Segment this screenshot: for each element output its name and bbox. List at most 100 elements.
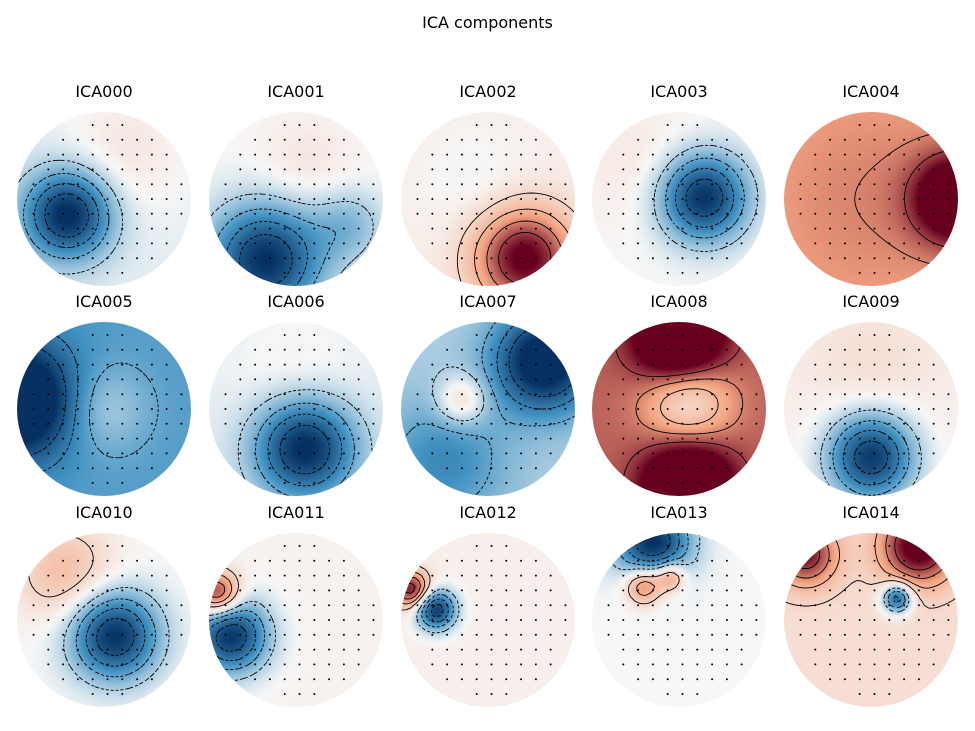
sensor-dot [917, 408, 920, 410]
sensor-dot [446, 198, 449, 200]
sensor-dot [165, 198, 168, 200]
sensor-dot [136, 559, 139, 562]
contour-line [456, 192, 575, 286]
sensor-dot [446, 467, 449, 470]
sensor-dot [283, 393, 286, 396]
sensor-dot [298, 378, 301, 381]
sensor-dot [490, 334, 493, 336]
sensor-dot [313, 481, 316, 484]
sensor-dot [150, 574, 153, 577]
sensor-markers [607, 545, 758, 695]
sensor-dot [903, 452, 906, 455]
sensor-dot [917, 153, 920, 156]
sensor-dot [254, 422, 257, 425]
sensor-dot [903, 559, 906, 562]
sensor-dot [843, 212, 846, 215]
sensor-dot [534, 183, 537, 186]
sensor-dot [475, 183, 478, 186]
sensor-dot [313, 574, 316, 577]
sensor-dot [150, 348, 153, 351]
sensor-dot [460, 574, 463, 577]
sensor-dot [268, 633, 271, 636]
topomap-heatmap [592, 322, 766, 496]
topomap-contours [854, 131, 958, 267]
sensor-dot [651, 198, 654, 200]
sensor-dot [165, 168, 168, 171]
sensor-dot [475, 271, 478, 274]
sensor-dot [446, 408, 449, 410]
sensor-dot [91, 693, 94, 695]
sensor-dot [91, 198, 94, 200]
sensor-dot [150, 393, 153, 396]
sensor-dot [239, 363, 242, 366]
sensor-dot [342, 138, 345, 141]
topomap-panel-ica003: ICA003 [592, 82, 766, 286]
sensor-dot [520, 633, 523, 636]
sensor-dot [843, 574, 846, 577]
sensor-dot [446, 678, 449, 681]
sensor-dot [342, 198, 345, 200]
sensor-dot [696, 648, 699, 651]
sensor-dot [666, 559, 669, 562]
sensor-dot [725, 467, 728, 470]
sensor-dot [814, 589, 817, 592]
sensor-dot [32, 633, 35, 636]
sensor-dot [932, 663, 935, 666]
sensor-dot [298, 363, 301, 366]
panel-title: ICA013 [650, 503, 707, 522]
sensor-dot [357, 589, 360, 592]
contour-line [215, 624, 247, 652]
sensor-dot [298, 227, 301, 230]
sensor-dot [505, 422, 508, 425]
sensor-dot [696, 467, 699, 470]
sensor-dot [416, 183, 419, 186]
sensor-dot [740, 619, 743, 621]
sensor-dot [431, 212, 434, 215]
sensor-dot [917, 242, 920, 245]
topomap-heatmap [784, 112, 958, 286]
sensor-dot [858, 437, 861, 440]
sensor-dot [711, 619, 714, 621]
sensor-dot [651, 212, 654, 215]
panel-title: ICA004 [842, 82, 899, 101]
sensor-dot [313, 663, 316, 666]
sensor-markers [607, 334, 758, 484]
sensor-dot [873, 604, 876, 607]
sensor-dot [106, 212, 109, 215]
sensor-dot [62, 437, 65, 440]
sensor-dot [298, 589, 301, 592]
topomap-panel-ica005: ICA005 [17, 292, 191, 496]
sensor-dot [666, 633, 669, 636]
sensor-dot [283, 545, 286, 547]
panel-title: ICA002 [459, 82, 516, 101]
sensor-dot [446, 574, 449, 577]
sensor-dot [475, 678, 478, 681]
sensor-dot [520, 183, 523, 186]
sensor-markers [224, 334, 375, 484]
sensor-dot [460, 363, 463, 366]
sensor-dot [932, 227, 935, 230]
sensor-dot [666, 393, 669, 396]
sensor-dot [313, 422, 316, 425]
sensor-dot [224, 633, 227, 636]
sensor-dot [873, 574, 876, 577]
sensor-dot [328, 437, 331, 440]
sensor-dot [268, 663, 271, 666]
sensor-dot [254, 437, 257, 440]
sensor-dot [47, 227, 50, 230]
sensor-dot [283, 467, 286, 470]
contour-line [784, 580, 958, 609]
sensor-dot [475, 242, 478, 245]
sensor-dot [416, 604, 419, 607]
sensor-dot [446, 393, 449, 396]
sensor-dot [622, 408, 625, 410]
sensor-dot [666, 378, 669, 381]
sensor-dot [47, 437, 50, 440]
sensor-dot [106, 363, 109, 366]
sensor-dot [505, 678, 508, 681]
sensor-dot [740, 452, 743, 455]
sensor-dot [431, 604, 434, 607]
sensor-dot [91, 378, 94, 381]
sensor-dot [520, 589, 523, 592]
sensor-dot [431, 393, 434, 396]
